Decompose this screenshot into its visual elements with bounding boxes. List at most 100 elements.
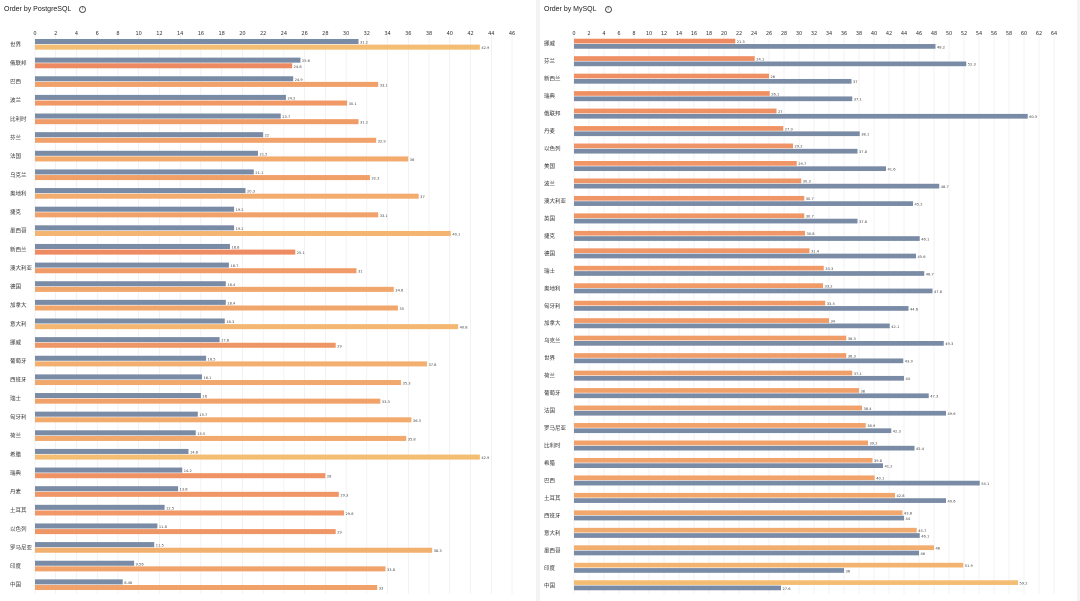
bar-mysql bbox=[35, 342, 336, 348]
bar-postgresql bbox=[35, 486, 179, 492]
data-label: 8.46 bbox=[124, 581, 133, 585]
category-label: 希腊 bbox=[10, 450, 22, 458]
data-label: 42.1 bbox=[891, 325, 899, 329]
x-tick-label: 44 bbox=[901, 31, 907, 37]
data-label: 36.3 bbox=[848, 337, 856, 341]
x-tick-label: 14 bbox=[676, 31, 682, 37]
category-label: 波兰 bbox=[544, 179, 556, 187]
data-label: 27.6 bbox=[783, 587, 792, 591]
category-label: 加拿大 bbox=[544, 319, 561, 327]
category-label: 芬兰 bbox=[544, 57, 556, 65]
x-tick-label: 36 bbox=[841, 31, 847, 37]
x-tick-label: 28 bbox=[781, 31, 787, 37]
x-tick-label: 32 bbox=[811, 31, 817, 37]
bar-mysql bbox=[35, 137, 377, 143]
data-label: 48.7 bbox=[941, 185, 949, 189]
x-tick-label: 62 bbox=[1036, 31, 1042, 37]
x-tick-label: 8 bbox=[632, 31, 635, 37]
x-tick-label: 46 bbox=[916, 31, 922, 37]
data-label: 26.1 bbox=[771, 92, 779, 96]
data-label: 39.8 bbox=[874, 459, 883, 463]
category-label: 奥地利 bbox=[544, 284, 561, 292]
data-label: 33.3 bbox=[825, 267, 833, 271]
bar-postgresql bbox=[35, 523, 158, 529]
bar-postgresql bbox=[574, 410, 946, 416]
bar-mysql bbox=[35, 454, 480, 460]
bar-postgresql bbox=[574, 341, 944, 346]
data-label: 46.7 bbox=[926, 272, 934, 276]
data-label: 14.8 bbox=[190, 450, 199, 454]
bar-postgresql bbox=[35, 132, 264, 138]
data-label: 45.7 bbox=[918, 529, 926, 533]
data-label: 44 bbox=[906, 517, 911, 521]
category-label: 俄联邦 bbox=[544, 110, 561, 118]
category-label: 俄联邦 bbox=[10, 59, 27, 67]
data-label: 43.8 bbox=[904, 512, 913, 516]
x-tick-label: 14 bbox=[177, 31, 183, 37]
data-label: 30.3 bbox=[803, 180, 811, 184]
category-label: 美国 bbox=[544, 162, 556, 170]
bar-mysql bbox=[35, 249, 296, 255]
bar-postgresql bbox=[35, 579, 123, 585]
data-label: 30.1 bbox=[349, 102, 357, 106]
bar-postgresql bbox=[574, 166, 886, 172]
x-tick-label: 32 bbox=[364, 31, 370, 37]
bar-mysql bbox=[35, 212, 379, 218]
bar-mysql bbox=[35, 417, 412, 423]
data-label: 35.8 bbox=[408, 437, 417, 441]
bar-mysql bbox=[35, 529, 336, 535]
category-label: 英国 bbox=[544, 214, 556, 222]
bar-mysql bbox=[574, 580, 1018, 585]
data-label: 30.7 bbox=[806, 197, 814, 201]
data-label: 24.8 bbox=[294, 65, 303, 69]
bar-postgresql bbox=[574, 96, 853, 102]
data-label: 42.3 bbox=[893, 430, 901, 434]
data-label: 46 bbox=[921, 552, 926, 556]
data-label: 45.2 bbox=[915, 202, 923, 206]
data-label: 33.5 bbox=[827, 302, 835, 306]
bar-mysql bbox=[35, 566, 386, 572]
bar-mysql bbox=[574, 38, 736, 44]
bar-mysql bbox=[574, 265, 824, 271]
bar-postgresql bbox=[35, 113, 281, 119]
bar-postgresql bbox=[35, 57, 301, 63]
bar-postgresql bbox=[574, 201, 913, 206]
data-label: 46.1 bbox=[921, 534, 929, 538]
postgres-chart-header: Order by PostgreSQL i bbox=[4, 3, 87, 15]
x-tick-label: 18 bbox=[218, 31, 224, 37]
bar-mysql bbox=[574, 91, 770, 96]
info-icon[interactable]: i bbox=[604, 5, 612, 13]
data-label: 18.3 bbox=[226, 320, 234, 324]
bar-mysql bbox=[574, 370, 853, 376]
category-label: 瑞士 bbox=[544, 267, 556, 275]
data-label: 11.5 bbox=[156, 544, 164, 548]
info-icon[interactable]: i bbox=[79, 5, 87, 13]
data-label: 11.8 bbox=[159, 525, 168, 529]
bar-mysql bbox=[574, 388, 859, 393]
category-label: 澳大利亚 bbox=[544, 197, 567, 205]
data-label: 52.3 bbox=[968, 63, 976, 67]
data-label: 41.6 bbox=[888, 168, 897, 172]
bar-mysql bbox=[574, 126, 784, 131]
bar-postgresql bbox=[574, 533, 920, 538]
category-label: 世界 bbox=[10, 40, 22, 48]
bar-postgresql bbox=[574, 515, 904, 521]
data-label: 37.8 bbox=[859, 150, 868, 154]
bar-mysql bbox=[574, 440, 868, 446]
bar-postgresql bbox=[574, 271, 925, 276]
data-label: 38 bbox=[861, 389, 866, 393]
category-label: 印度 bbox=[10, 562, 22, 570]
x-tick-label: 26 bbox=[766, 31, 772, 37]
bar-mysql bbox=[574, 248, 810, 254]
data-label: 36.3 bbox=[848, 354, 856, 358]
x-tick-label: 0 bbox=[33, 31, 36, 37]
bar-mysql bbox=[35, 324, 459, 330]
category-label: 墨西哥 bbox=[544, 547, 561, 554]
data-label: 32.3 bbox=[371, 177, 379, 181]
category-label: 丹麦 bbox=[10, 488, 22, 496]
data-label: 29.3 bbox=[340, 493, 348, 497]
data-label: 42.9 bbox=[481, 46, 490, 50]
data-label: 48.2 bbox=[937, 45, 945, 49]
data-label: 31 bbox=[358, 270, 363, 274]
data-label: 49.6 bbox=[948, 499, 957, 503]
